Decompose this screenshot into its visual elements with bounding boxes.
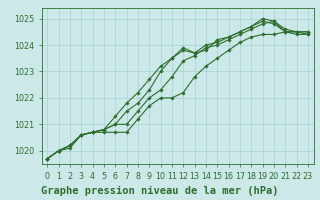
Text: Graphe pression niveau de la mer (hPa): Graphe pression niveau de la mer (hPa) (41, 186, 279, 196)
